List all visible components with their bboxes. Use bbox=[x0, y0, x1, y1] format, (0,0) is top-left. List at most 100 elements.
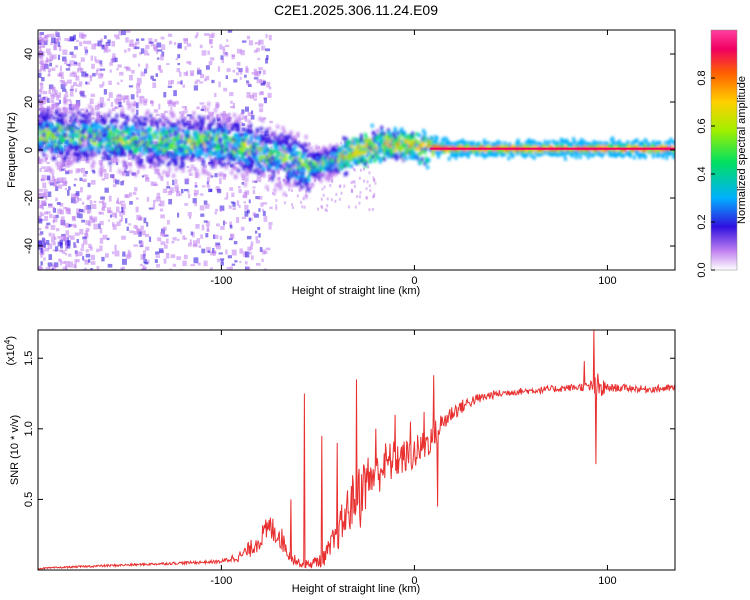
heat-noise-cell bbox=[183, 38, 188, 44]
heat-ridge-cell bbox=[180, 139, 184, 144]
heat-ridge-cell bbox=[592, 152, 596, 157]
heat-ridge-cell bbox=[258, 152, 262, 157]
heat-noise-cell bbox=[187, 242, 192, 247]
heat-noise-cell bbox=[48, 232, 52, 237]
heat-ridge-cell bbox=[203, 133, 207, 138]
heat-noise-cell bbox=[254, 230, 258, 234]
heat-noise-cell bbox=[147, 52, 150, 56]
heat-noise-cell bbox=[48, 254, 53, 261]
heat-noise-cell bbox=[269, 206, 273, 210]
heat-noise-cell bbox=[82, 256, 85, 261]
heat-noise-cell bbox=[83, 178, 87, 182]
heat-ridge-cell bbox=[346, 140, 350, 145]
heat-noise-cell bbox=[143, 259, 148, 264]
heat-ridge-cell bbox=[41, 107, 45, 112]
heat-ridge-cell bbox=[45, 116, 49, 121]
heat-noise-cell bbox=[79, 90, 84, 94]
heat-ridge-cell bbox=[595, 149, 599, 154]
heat-ridge-cell bbox=[507, 156, 511, 161]
heat-ridge-cell bbox=[619, 149, 623, 154]
heat-noise-cell bbox=[267, 188, 270, 192]
heat-noise-cell bbox=[40, 83, 44, 89]
heat-noise-cell bbox=[53, 92, 58, 98]
heat-ridge-cell bbox=[89, 134, 93, 139]
heat-ridge-cell bbox=[262, 173, 266, 178]
heat-ridge-cell bbox=[181, 168, 185, 173]
heat-ridge-cell bbox=[299, 158, 303, 163]
heat-ridge-cell bbox=[92, 145, 96, 150]
heat-ridge-cell bbox=[231, 123, 235, 128]
heat-noise-cell bbox=[188, 61, 192, 65]
heat-ridge-cell bbox=[201, 151, 205, 156]
heat-ridge-cell bbox=[282, 166, 286, 171]
heat-noise-cell bbox=[358, 195, 361, 199]
heat-ridge-cell bbox=[274, 183, 278, 188]
heat-ridge-cell bbox=[335, 143, 339, 148]
heat-ridge-cell bbox=[422, 141, 426, 146]
heat-noise-cell bbox=[244, 115, 248, 122]
heat-ridge-cell bbox=[658, 150, 662, 155]
heat-noise-cell bbox=[60, 219, 65, 225]
heat-noise-cell bbox=[172, 237, 177, 241]
heat-noise-cell bbox=[177, 54, 181, 59]
heat-noise-cell bbox=[229, 164, 233, 168]
heat-noise-cell bbox=[136, 91, 139, 98]
heat-ridge-cell bbox=[572, 137, 576, 142]
heat-ridge-cell bbox=[535, 141, 539, 146]
heat-noise-cell bbox=[301, 205, 304, 209]
heat-noise-cell bbox=[158, 203, 162, 207]
heat-ridge-cell bbox=[508, 143, 512, 148]
heat-ridge-cell bbox=[50, 149, 54, 154]
heat-ridge-cell bbox=[368, 151, 372, 156]
heat-noise-cell bbox=[222, 49, 226, 55]
heat-noise-cell bbox=[73, 242, 76, 248]
heat-noise-cell bbox=[143, 49, 148, 56]
heat-noise-cell bbox=[367, 165, 370, 169]
heat-ridge-cell bbox=[169, 126, 173, 131]
heat-noise-cell bbox=[82, 236, 87, 240]
heat-noise-cell bbox=[214, 234, 219, 240]
heat-noise-cell bbox=[160, 241, 166, 245]
heat-noise-cell bbox=[244, 74, 247, 78]
heat-noise-cell bbox=[182, 260, 187, 267]
heat-ridge-cell bbox=[270, 150, 274, 155]
heat-noise-cell bbox=[102, 202, 107, 206]
heat-noise-cell bbox=[256, 262, 261, 266]
heat-noise-cell bbox=[41, 37, 45, 43]
heat-noise-cell bbox=[44, 143, 48, 148]
heat-noise-cell bbox=[129, 39, 134, 46]
heat-noise-cell bbox=[39, 65, 44, 71]
heat-ridge-cell bbox=[658, 141, 662, 146]
heat-noise-cell bbox=[137, 127, 141, 131]
heat-noise-cell bbox=[105, 43, 109, 48]
heat-noise-cell bbox=[263, 202, 268, 205]
heat-noise-cell bbox=[162, 188, 168, 194]
heat-noise-cell bbox=[85, 253, 91, 258]
heat-noise-cell bbox=[157, 237, 162, 242]
heat-ridge-cell bbox=[188, 138, 192, 143]
heat-noise-cell bbox=[62, 181, 68, 187]
heat-ridge-cell bbox=[224, 145, 228, 150]
heat-ridge-cell bbox=[370, 123, 374, 128]
heat-ridge-cell bbox=[208, 122, 212, 127]
heat-ridge-cell bbox=[528, 140, 532, 145]
heat-ridge-cell bbox=[243, 164, 247, 169]
heat-ridge-cell bbox=[204, 153, 208, 158]
heat-ridge-cell bbox=[232, 149, 236, 154]
heat-noise-cell bbox=[85, 73, 89, 77]
heat-ridge-cell bbox=[120, 140, 124, 145]
heat-noise-cell bbox=[227, 112, 231, 119]
heat-ridge-cell bbox=[272, 156, 276, 161]
heat-noise-cell bbox=[94, 56, 97, 62]
heat-noise-cell bbox=[103, 35, 107, 39]
heat-ridge-cell bbox=[82, 143, 86, 148]
heat-noise-cell bbox=[129, 201, 133, 205]
heat-ridge-cell bbox=[292, 147, 296, 152]
heat-ridge-cell bbox=[115, 119, 119, 124]
heat-ridge-cell bbox=[158, 157, 162, 162]
heat-noise-cell bbox=[54, 89, 58, 95]
heat-noise-cell bbox=[216, 244, 221, 250]
heat-ridge-cell bbox=[157, 153, 161, 158]
heat-ridge-cell bbox=[555, 153, 559, 158]
heat-noise-cell bbox=[142, 265, 145, 270]
